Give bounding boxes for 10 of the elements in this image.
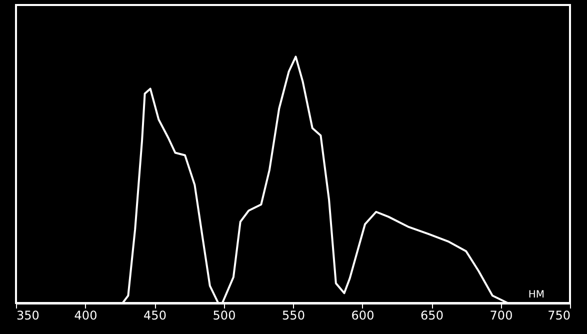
x-axis-title: НМ: [528, 290, 544, 300]
x-tick-label: 750: [548, 308, 570, 322]
x-tick-label: 500: [212, 308, 236, 322]
x-tick-label: 450: [144, 308, 166, 322]
x-tick-label: 400: [74, 308, 98, 322]
x-tick-label: 700: [490, 308, 513, 322]
x-tick-label: 600: [351, 308, 374, 322]
x-tick-label: 650: [420, 308, 444, 322]
x-tick-label: 350: [16, 308, 40, 322]
x-tick-label: 550: [282, 308, 305, 322]
